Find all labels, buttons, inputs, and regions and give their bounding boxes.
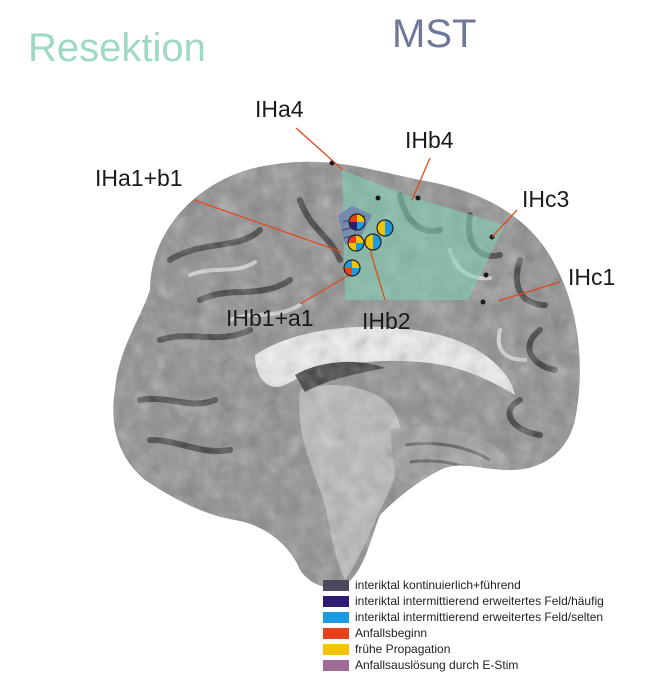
electrode-label-ihc1: IHc1 (568, 264, 616, 290)
legend-swatch (323, 627, 349, 639)
electrode-label-ihb4: IHb4 (405, 127, 454, 153)
electrode-label-iha1-b1: IHa1+b1 (95, 165, 183, 191)
legend-swatch (323, 595, 349, 607)
legend-item: interiktal intermittierend erweitertes F… (323, 593, 604, 609)
resection-title: Resektion (28, 26, 206, 70)
electrode-marker (348, 213, 366, 231)
mst-title: MST (392, 12, 477, 56)
legend-item: interiktal intermittierend erweitertes F… (323, 609, 604, 625)
legend-label: interiktal intermittierend erweitertes F… (355, 610, 604, 624)
legend: interiktal kontinuierlich+führend interik… (323, 577, 604, 673)
electrode-dots (329, 160, 495, 305)
electrode-label-iha4: IHa4 (255, 96, 304, 122)
legend-item: Anfallsbeginn (323, 625, 604, 641)
electrode-markers (343, 213, 394, 277)
legend-swatch (323, 659, 349, 671)
legend-swatch (323, 611, 349, 623)
legend-item: Anfallsauslösung durch E-Stim (323, 657, 604, 673)
legend-item: interiktal kontinuierlich+führend (323, 577, 604, 593)
electrode-label-ihc3: IHc3 (522, 186, 570, 212)
legend-label: frühe Propagation (355, 642, 451, 656)
legend-label: Anfallsbeginn (355, 626, 428, 640)
legend-label: Anfallsauslösung durch E-Stim (355, 658, 519, 672)
legend-swatch (323, 643, 349, 655)
electrode-marker (347, 234, 365, 252)
legend-item: frühe Propagation (323, 641, 604, 657)
electrode-marker (364, 233, 382, 251)
electrode-label-ihb2: IHb2 (362, 308, 411, 334)
electrode-marker (343, 259, 361, 277)
resection-area (342, 170, 505, 300)
callout-lines (193, 127, 561, 305)
legend-swatch (323, 579, 349, 591)
electrode-label-ihb1-a1: IHb1+a1 (226, 305, 314, 331)
electrode-marker (376, 219, 394, 237)
legend-label: interiktal kontinuierlich+führend (355, 578, 521, 592)
legend-label: interiktal intermittierend erweitertes F… (355, 594, 604, 608)
